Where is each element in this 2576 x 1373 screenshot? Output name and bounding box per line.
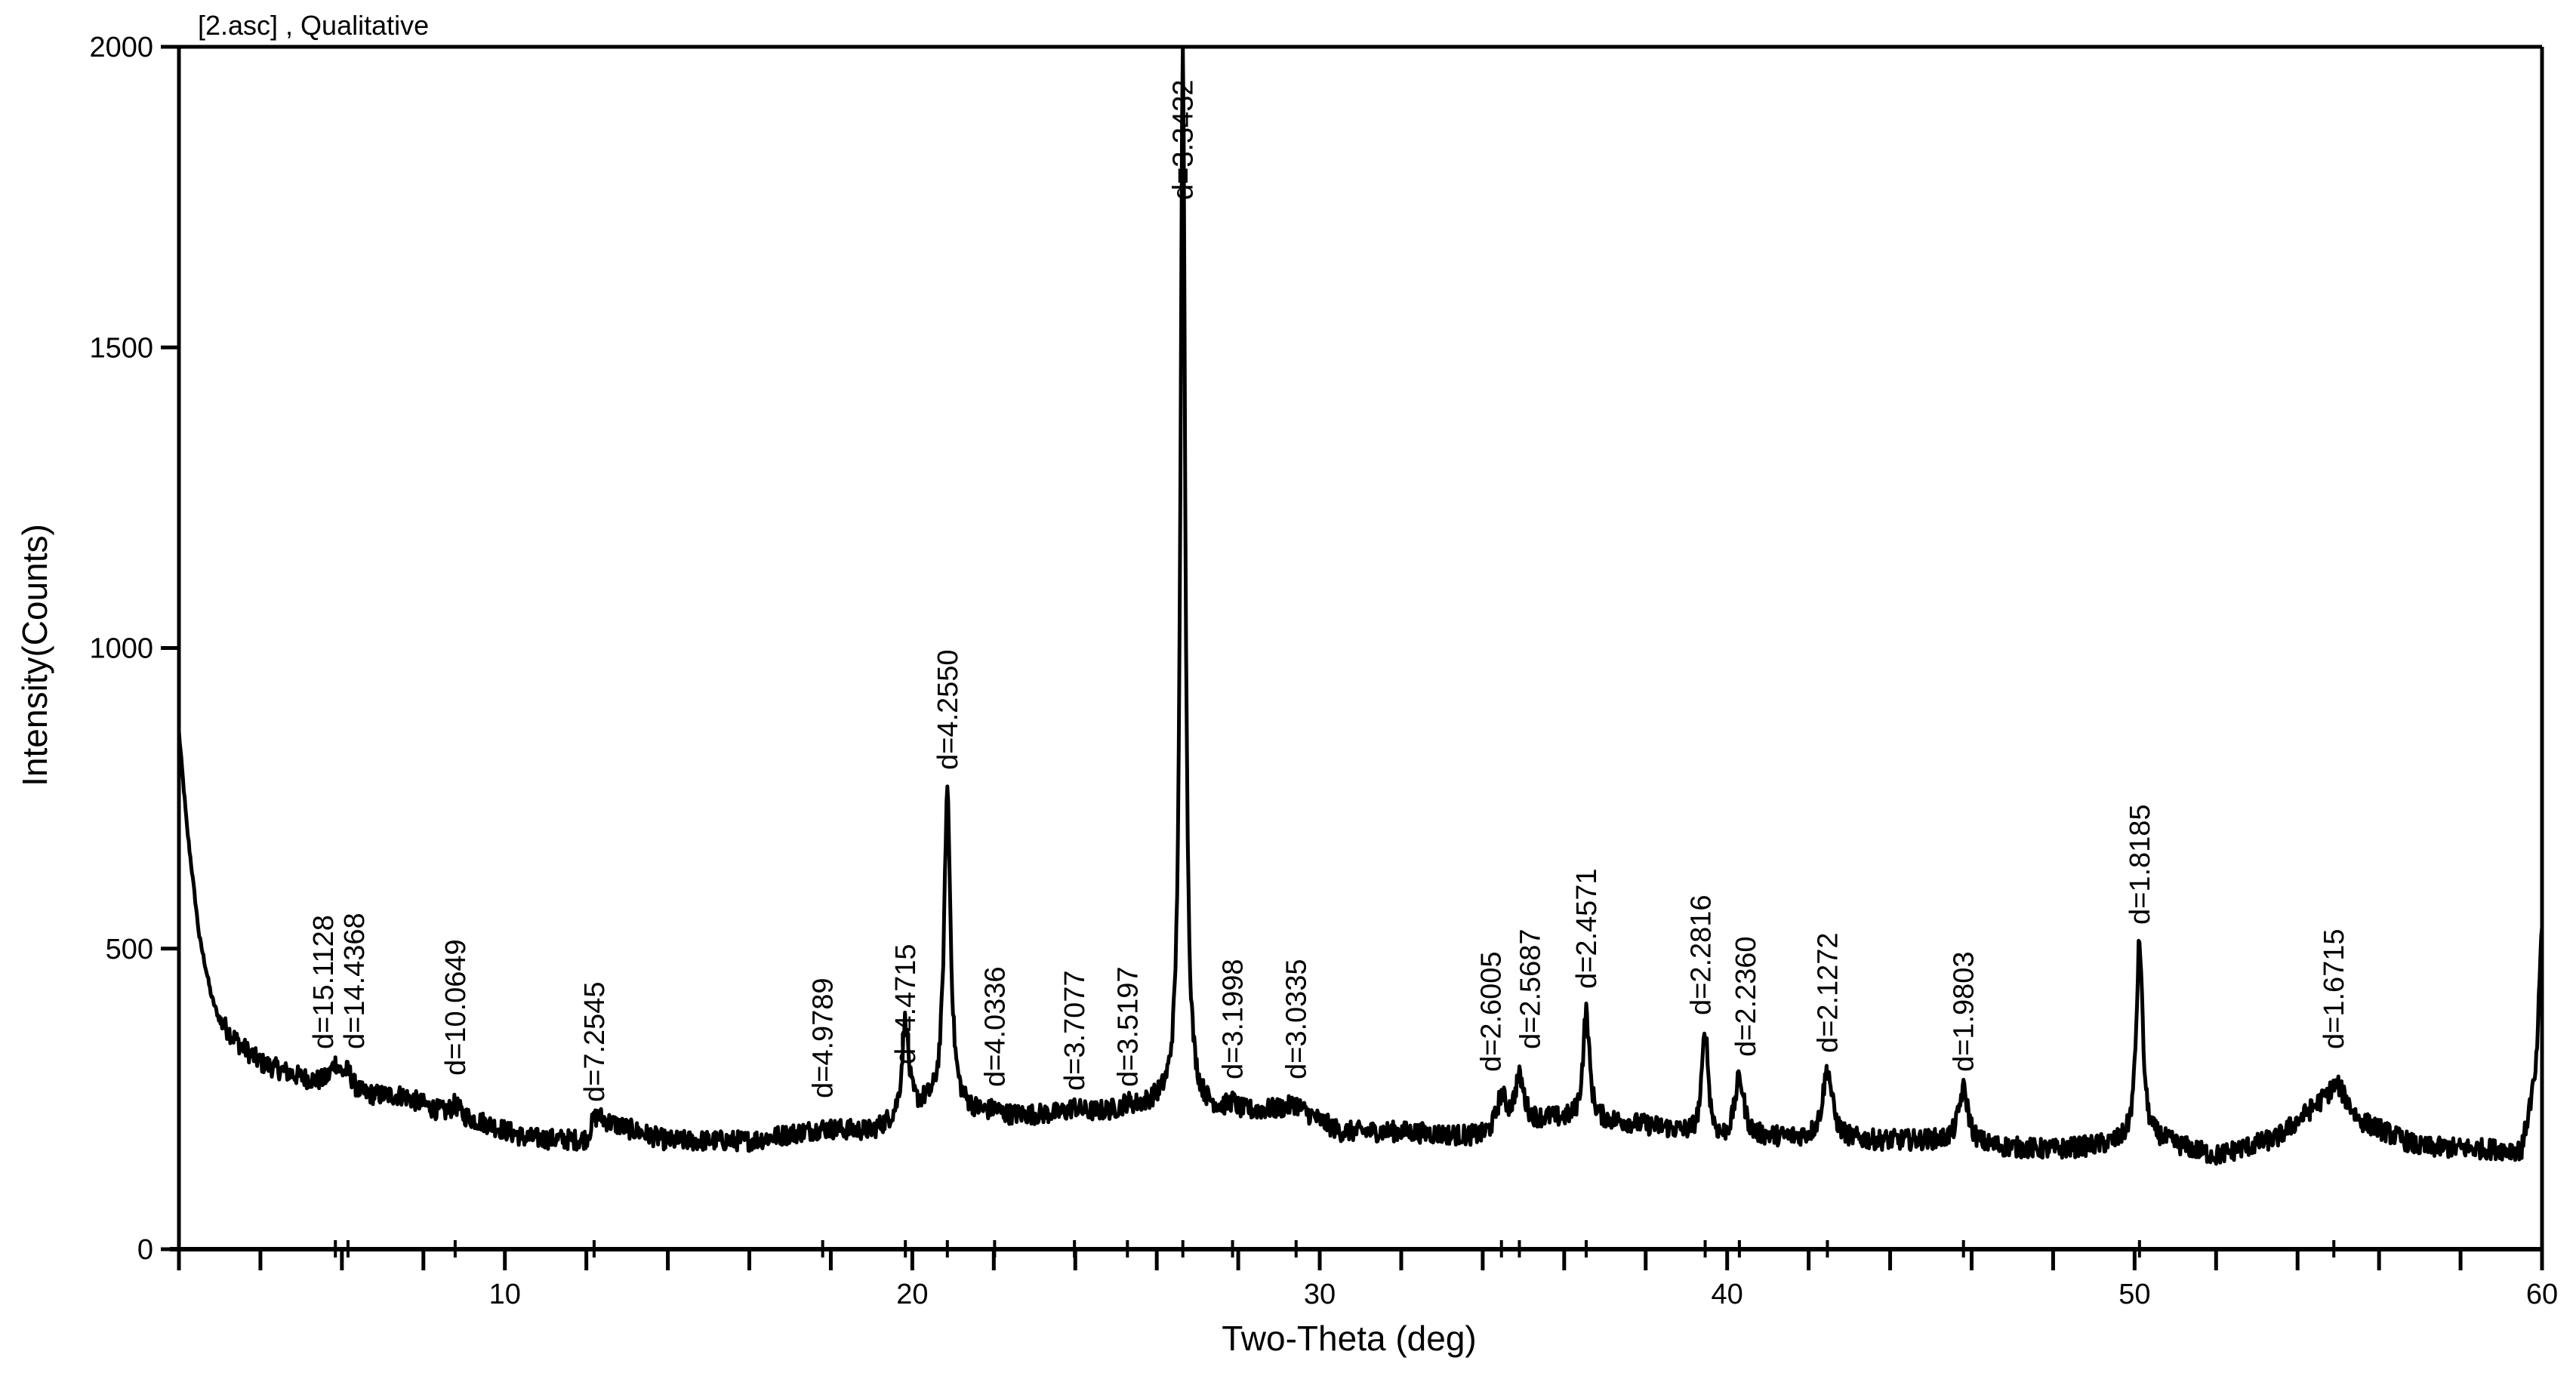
peak-label: d=3.3432 — [1168, 79, 1200, 200]
peak-label: d=1.9803 — [1949, 951, 1980, 1072]
x-tick-label: 20 — [896, 1279, 928, 1310]
peak-markers — [334, 1240, 2336, 1258]
y-tick-label: 2000 — [89, 32, 153, 63]
peak-label: d=2.2816 — [1686, 894, 1718, 1015]
peak-label: d=4.4715 — [890, 944, 922, 1064]
x-tick-label: 40 — [1712, 1279, 1743, 1310]
x-axis-title: Two-Theta (deg) — [1222, 1319, 1476, 1358]
peak-label: d=14.4368 — [339, 913, 371, 1049]
peak-label: d=2.5687 — [1515, 928, 1547, 1049]
chart-title: [2.asc] , Qualitative — [198, 10, 429, 41]
peak-label: d=1.8185 — [2125, 804, 2156, 925]
peak-label: d=3.7077 — [1059, 970, 1091, 1091]
peak-label: d=3.5197 — [1112, 966, 1144, 1087]
peak-label: d=10.0649 — [440, 939, 472, 1076]
peak-label: d=2.4571 — [1571, 868, 1603, 989]
y-tick-label: 1500 — [89, 332, 153, 364]
x-tick-label: 30 — [1304, 1279, 1336, 1310]
peak-label: d=1.6715 — [2319, 928, 2350, 1049]
y-tick-label: 0 — [137, 1234, 153, 1266]
peak-label: d=2.1272 — [1812, 932, 1844, 1053]
peak-label: d=15.1128 — [308, 915, 340, 1049]
x-axis-ticks: 10 20 30 40 50 60 — [177, 1249, 2558, 1310]
peak-label: d=2.2360 — [1730, 936, 1762, 1057]
peak-label: d=2.6005 — [1476, 951, 1508, 1072]
peak-label: d=4.0336 — [979, 966, 1011, 1087]
x-tick-label: 10 — [489, 1279, 521, 1310]
peak-label: d=7.2545 — [579, 981, 611, 1102]
xrd-trace-line — [177, 45, 2544, 1166]
peak-label: d=4.9789 — [808, 977, 840, 1098]
y-tick-label: 1000 — [89, 633, 153, 665]
y-tick-label: 500 — [106, 934, 153, 965]
plot-frame — [170, 45, 2544, 1251]
y-axis-ticks: 0 500 1000 1500 2000 — [89, 32, 179, 1266]
peak-label: d=3.0335 — [1281, 959, 1313, 1079]
x-tick-label: 50 — [2118, 1279, 2150, 1310]
x-tick-label: 60 — [2526, 1279, 2558, 1310]
peak-label: d=4.2550 — [932, 649, 964, 770]
peak-label: d=3.1998 — [1218, 959, 1249, 1079]
y-axis-title: Intensity(Counts) — [15, 524, 54, 787]
